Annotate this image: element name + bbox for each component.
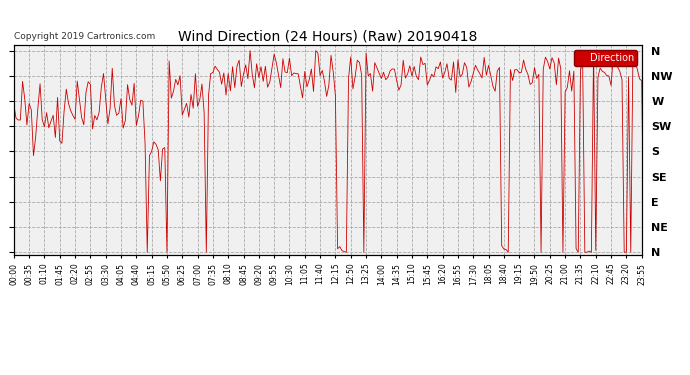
Legend: Direction: Direction bbox=[574, 50, 637, 66]
Text: Copyright 2019 Cartronics.com: Copyright 2019 Cartronics.com bbox=[14, 32, 155, 41]
Title: Wind Direction (24 Hours) (Raw) 20190418: Wind Direction (24 Hours) (Raw) 20190418 bbox=[178, 30, 477, 44]
